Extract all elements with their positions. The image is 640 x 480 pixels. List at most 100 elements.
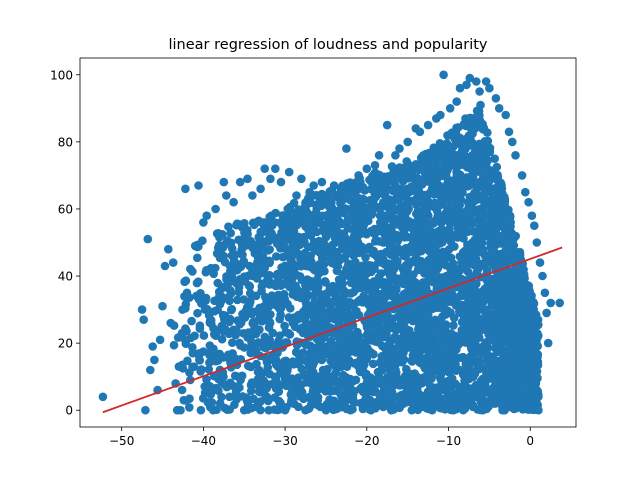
scatter-point xyxy=(356,177,365,187)
scatter-point xyxy=(337,286,346,295)
scatter-point xyxy=(475,156,484,165)
scatter-point xyxy=(271,233,281,243)
scatter-point xyxy=(238,250,247,260)
scatter-point xyxy=(425,338,434,348)
scatter-point xyxy=(391,205,400,215)
scatter-point xyxy=(387,405,396,415)
scatter-point xyxy=(295,356,305,366)
scatter-point xyxy=(271,384,281,393)
scatter-point xyxy=(241,307,250,316)
scatter-point xyxy=(289,360,298,369)
scatter-point xyxy=(421,207,430,217)
scatter-point xyxy=(476,100,485,110)
scatter-point xyxy=(358,338,368,348)
scatter-point xyxy=(360,360,369,369)
scatter-point xyxy=(484,146,494,155)
scatter-point xyxy=(185,403,194,412)
scatter-point xyxy=(442,402,452,412)
scatter-point xyxy=(297,364,307,374)
scatter-point xyxy=(498,405,507,415)
scatter-point xyxy=(199,218,208,227)
scatter-point xyxy=(457,325,467,335)
scatter-point xyxy=(301,206,311,215)
scatter-point xyxy=(204,365,214,374)
scatter-point xyxy=(297,309,307,319)
scatter-point xyxy=(195,349,204,358)
scatter-point xyxy=(488,399,498,408)
scatter-point xyxy=(509,233,519,242)
scatter-point xyxy=(523,303,532,313)
scatter-point xyxy=(177,385,187,395)
scatter-point xyxy=(226,238,236,248)
scatter-point xyxy=(401,275,411,284)
scatter-point xyxy=(344,339,354,349)
scatter-point xyxy=(504,325,513,334)
scatter-point xyxy=(451,213,461,222)
scatter-point xyxy=(272,252,281,261)
scatter-point xyxy=(461,363,470,373)
scatter-point xyxy=(305,187,314,197)
scatter-point xyxy=(222,315,231,325)
scatter-point xyxy=(220,403,230,413)
scatter-point xyxy=(253,266,263,276)
scatter-point xyxy=(392,323,401,333)
scatter-point xyxy=(198,236,207,245)
scatter-point xyxy=(256,316,266,326)
scatter-point xyxy=(437,230,447,240)
scatter-point xyxy=(169,340,179,350)
scatter-point xyxy=(394,247,403,257)
scatter-point xyxy=(249,380,258,389)
scatter-point xyxy=(360,185,369,194)
scatter-point xyxy=(475,111,484,120)
scatter-point xyxy=(321,278,330,287)
scatter-point xyxy=(443,367,453,376)
scatter-point xyxy=(222,191,231,200)
scatter-point xyxy=(356,229,366,238)
scatter-point xyxy=(284,328,293,338)
scatter-point xyxy=(463,198,473,207)
scatter-point xyxy=(506,247,516,257)
scatter-point xyxy=(496,254,506,263)
scatter-point xyxy=(408,276,418,286)
scatter-point xyxy=(372,226,381,236)
scatter-point xyxy=(259,218,269,227)
scatter-point xyxy=(436,110,445,120)
scatter-point xyxy=(202,375,211,384)
scatter-point xyxy=(257,286,266,296)
scatter-point xyxy=(534,405,543,415)
scatter-point xyxy=(408,351,418,360)
scatter-point xyxy=(328,306,337,315)
scatter-point xyxy=(510,268,519,278)
scatter-point xyxy=(322,211,331,220)
scatter-point xyxy=(238,392,247,401)
scatter-point xyxy=(530,390,539,400)
scatter-point xyxy=(279,289,289,299)
scatter-point xyxy=(455,83,465,93)
scatter-point xyxy=(375,171,385,180)
scatter-point xyxy=(491,224,501,234)
scatter-point xyxy=(316,267,326,277)
scatter-point xyxy=(284,167,294,177)
scatter-point xyxy=(366,405,376,415)
scatter-point xyxy=(488,245,498,254)
scatter-point xyxy=(281,269,290,279)
scatter-point xyxy=(270,393,280,402)
scatter-point xyxy=(393,186,403,195)
scatter-point xyxy=(276,368,285,378)
scatter-point xyxy=(253,367,263,377)
scatter-point xyxy=(381,391,391,401)
scatter-point xyxy=(283,299,292,309)
scatter-point xyxy=(366,384,376,394)
scatter-point xyxy=(466,351,476,361)
scatter-point xyxy=(358,295,368,305)
scatter-point xyxy=(458,146,467,155)
scatter-point xyxy=(227,304,237,314)
scatter-point xyxy=(378,402,388,412)
scatter-point xyxy=(530,221,539,230)
scatter-point xyxy=(428,388,438,398)
scatter-point xyxy=(506,355,515,364)
x-tick-label: −50 xyxy=(109,434,134,448)
scatter-point xyxy=(369,195,378,204)
scatter-point xyxy=(462,80,471,90)
